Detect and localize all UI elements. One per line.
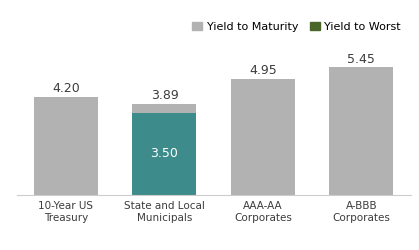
Bar (34, 96, 98, 195)
Text: 4.20: 4.20 (52, 82, 80, 95)
Legend: Yield to Maturity, Yield to Worst: Yield to Maturity, Yield to Worst (188, 18, 405, 36)
Bar (231, 79, 295, 195)
Text: 5.45: 5.45 (347, 53, 375, 66)
Text: 3.50: 3.50 (150, 148, 178, 160)
Bar (132, 104, 197, 113)
Text: 3.89: 3.89 (150, 89, 178, 102)
Text: 4.95: 4.95 (249, 64, 277, 77)
Bar (329, 67, 393, 195)
Bar (132, 113, 197, 195)
